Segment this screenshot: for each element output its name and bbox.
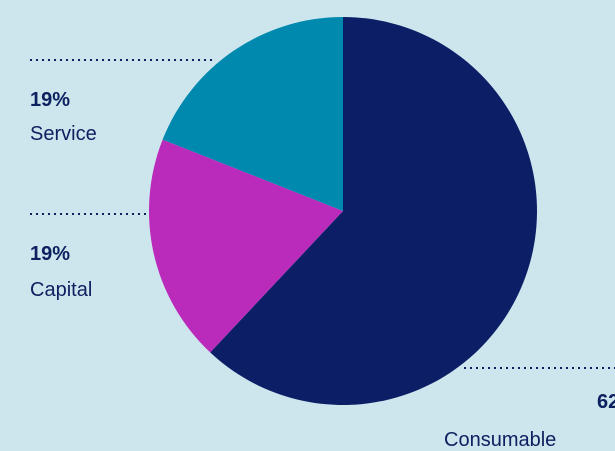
service-category-label: Service [30, 123, 97, 145]
capital-category-label: Capital [30, 279, 92, 301]
pie-slices [149, 17, 537, 405]
consumable-category-label: Consumable [444, 429, 556, 451]
pie-slice-consumable [210, 17, 537, 405]
capital-percent-label: 19% [30, 243, 70, 265]
service-percent-label: 19% [30, 89, 70, 111]
consumable-percent-label: 62% [597, 391, 615, 413]
pie-slice-service [162, 17, 343, 211]
pie-slice-capital [149, 139, 343, 353]
